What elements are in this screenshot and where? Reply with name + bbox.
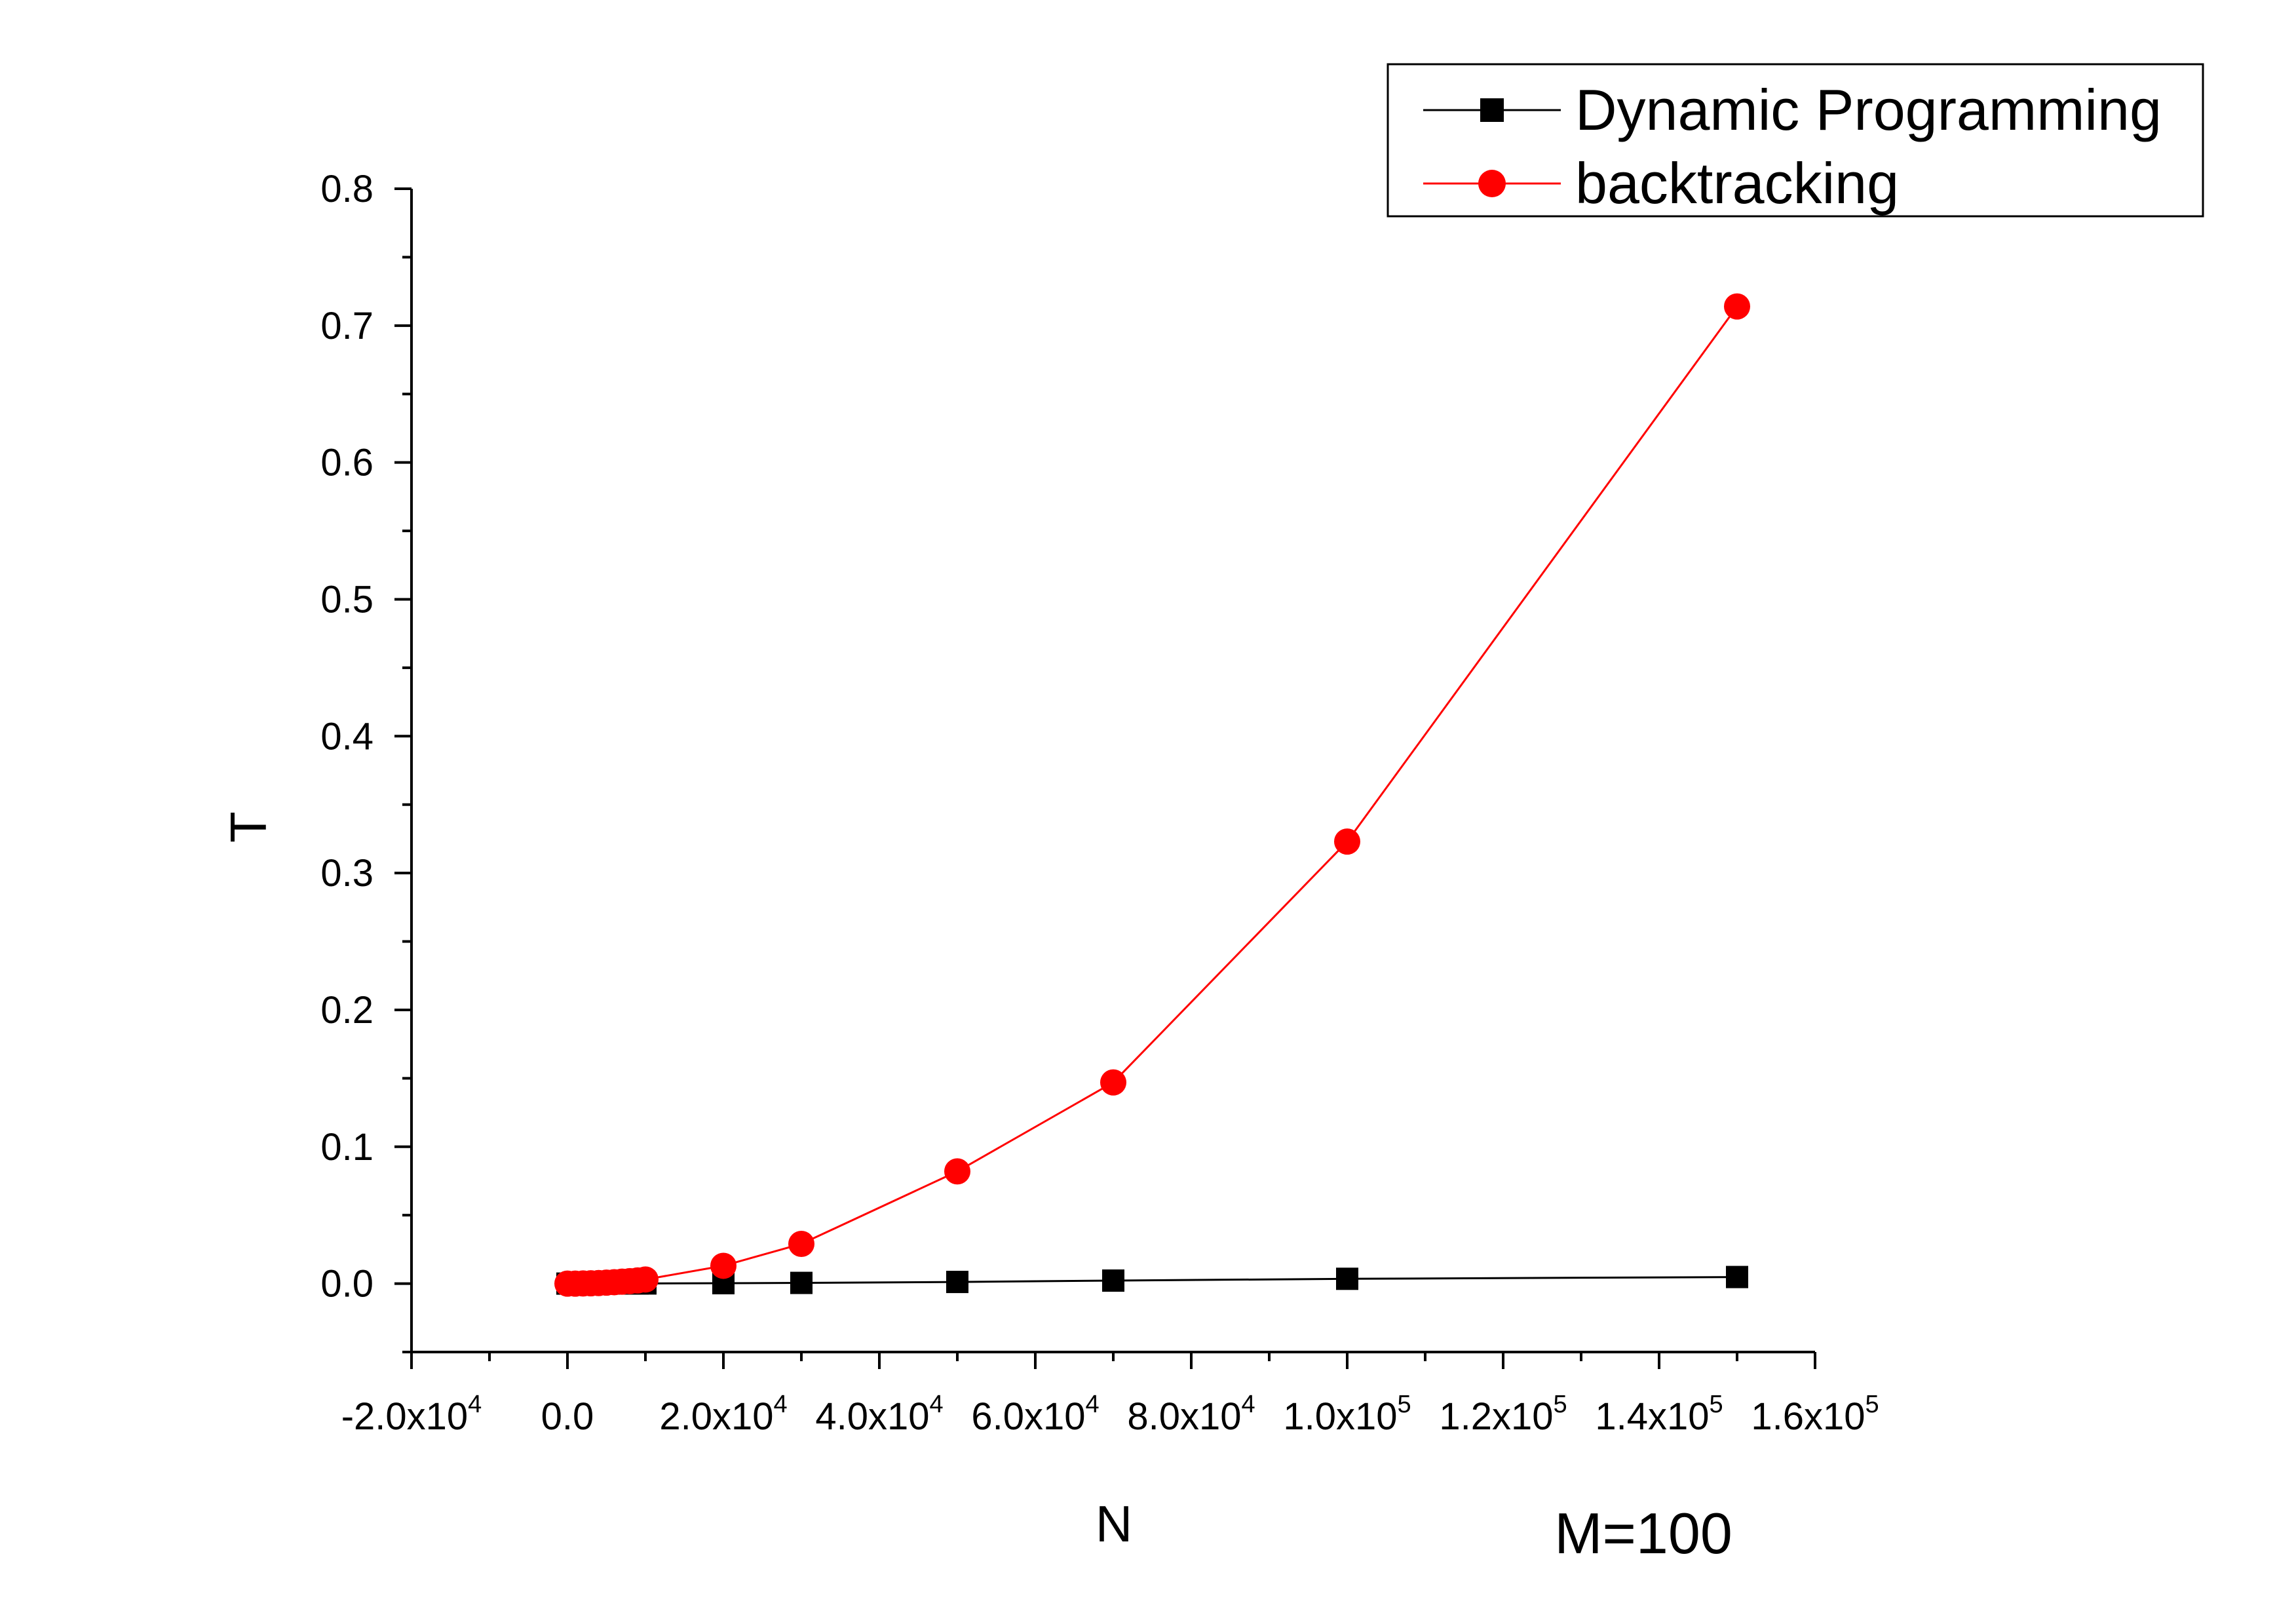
y-tick-label: 0.7: [320, 305, 373, 347]
legend-label: Dynamic Programming: [1575, 77, 2162, 142]
data-point: [788, 1231, 814, 1258]
legend-item: backtracking: [1423, 151, 1899, 216]
data-point: [632, 1266, 659, 1293]
x-tick-label: 1.6x105: [1751, 1391, 1879, 1438]
series-line: [567, 305, 1738, 1285]
y-tick-label: 0.8: [320, 168, 373, 210]
axes: 0.0 0.1 0.2 0.3 0.4 0.5 0.6 0.7 0.8 -2.0x104 0.0 2…: [320, 168, 1879, 1438]
legend-marker: [1478, 170, 1506, 197]
legend-box: [1387, 63, 2204, 218]
legend-item: Dynamic Programming: [1423, 77, 2162, 142]
data-point: [1724, 293, 1750, 320]
data-point: [1726, 1266, 1748, 1288]
data-point: [1336, 1267, 1358, 1290]
data-point: [1100, 1069, 1126, 1096]
x-axis-title: N: [1096, 1495, 1132, 1553]
annotation-m: M=100: [1554, 1501, 1732, 1566]
data-point: [946, 1271, 968, 1294]
series-layer: [554, 293, 1750, 1297]
x-tick-label: 1.4x105: [1595, 1391, 1723, 1438]
y-tick-label: 0.1: [320, 1126, 373, 1169]
y-tick-label: 0.4: [320, 715, 373, 758]
y-tick-label: 0.5: [320, 578, 373, 621]
series-line: [567, 1276, 1738, 1285]
x-tick-label: 8.0x104: [1127, 1391, 1255, 1438]
y-tick-label: 0.2: [320, 989, 373, 1032]
x-ticks: -2.0x104 0.0 2.0x104 4.0x104 6.0x104 8.0x104 1…: [341, 1352, 1879, 1438]
y-tick-label: 0.0: [320, 1263, 373, 1305]
data-point: [1334, 828, 1360, 855]
legend: Dynamic Programming backtracking: [1387, 63, 2204, 218]
x-tick-label: 1.0x105: [1283, 1391, 1411, 1438]
x-tick-label: 1.2x105: [1439, 1391, 1567, 1438]
x-tick-label: 2.0x104: [659, 1391, 787, 1438]
legend-label: backtracking: [1575, 151, 1899, 216]
series-backtracking: [554, 293, 1750, 1297]
data-point: [710, 1252, 737, 1279]
x-tick-label: 0.0: [541, 1395, 594, 1438]
y-axis-title: T: [220, 811, 277, 843]
x-tick-label: 6.0x104: [971, 1391, 1099, 1438]
y-tick-label: 0.6: [320, 442, 373, 484]
x-tick-label: -2.0x104: [341, 1391, 482, 1438]
data-point: [1102, 1269, 1124, 1292]
data-point: [790, 1271, 813, 1294]
y-ticks: 0.0 0.1 0.2 0.3 0.4 0.5 0.6 0.7 0.8: [320, 168, 411, 1353]
y-tick-label: 0.3: [320, 852, 373, 895]
legend-marker: [1480, 98, 1504, 122]
data-point: [944, 1158, 970, 1185]
x-tick-label: 4.0x104: [815, 1391, 943, 1438]
